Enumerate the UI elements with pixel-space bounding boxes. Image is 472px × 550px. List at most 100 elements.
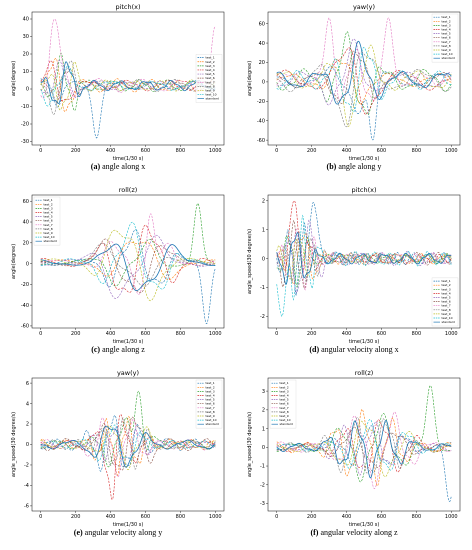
legend-label: test_4 <box>442 291 451 295</box>
subplot-caption: (e) angular velocity along y <box>0 528 236 537</box>
series-group <box>40 390 216 500</box>
y-axis-label: angle_speed(30 degree/s) <box>247 412 253 477</box>
legend-label: test_3 <box>442 287 451 291</box>
legend-label: test_7 <box>442 304 451 308</box>
y-tick-label: -40 <box>257 118 265 124</box>
series-line-test_4 <box>40 224 216 293</box>
series-line-test_7 <box>40 417 216 478</box>
series-line-test_5 <box>40 234 216 299</box>
series-line-test_5 <box>40 426 216 462</box>
legend-label: test_2 <box>442 19 451 23</box>
y-tick-label: 10 <box>23 69 29 75</box>
series-line-test_1 <box>40 414 216 472</box>
series-line-test_10 <box>40 221 216 290</box>
y-tick-label: 2 <box>26 422 29 428</box>
caption-text: angular velocity along x <box>319 345 399 354</box>
y-tick-label: 20 <box>259 60 265 66</box>
legend: test_1test_2test_3test_4test_5test_6test… <box>431 13 459 63</box>
y-tick-label: 30 <box>23 34 29 40</box>
series-line-test_5 <box>276 38 452 106</box>
x-tick-label: 400 <box>342 331 352 337</box>
legend-label: test_8 <box>442 44 451 48</box>
x-tick-label: 400 <box>342 514 352 520</box>
x-tick-label: 0 <box>39 514 42 520</box>
y-axis-label: angle_speed(30 degree/s) <box>247 229 253 294</box>
series-line-test_2 <box>40 415 216 477</box>
legend-label: test_4 <box>280 394 289 398</box>
x-tick-label: 200 <box>71 514 81 520</box>
plot-frame <box>267 194 461 329</box>
x-axis-label: time(1/30 s) <box>113 522 144 528</box>
legend-label: test_4 <box>206 68 215 72</box>
legend-label: test_10 <box>280 418 291 422</box>
legend-label: test_1 <box>206 381 215 385</box>
series-line-test_7 <box>40 213 216 295</box>
x-axis-label: time(1/30 s) <box>113 156 144 162</box>
caption-label: (d) <box>309 345 320 354</box>
series-line-test_10 <box>276 46 452 113</box>
series-line-test_1 <box>40 229 216 324</box>
x-tick-label: 0 <box>275 331 278 337</box>
series-line-standard <box>40 425 216 468</box>
x-tick-label: 0 <box>275 148 278 154</box>
legend-label: test_5 <box>442 296 451 300</box>
caption-label: (b) <box>326 162 337 171</box>
series-line-test_5 <box>276 219 452 293</box>
legend-label: test_3 <box>44 206 53 210</box>
legend-label: test_9 <box>44 231 53 235</box>
series-line-standard <box>40 61 216 104</box>
legend-label: test_10 <box>442 52 453 56</box>
series-line-test_3 <box>40 390 216 468</box>
legend-label: test_5 <box>442 32 451 36</box>
series-line-test_2 <box>40 241 216 281</box>
x-tick-label: 1000 <box>445 148 458 154</box>
series-line-test_6 <box>40 416 216 471</box>
legend-label: test_2 <box>44 202 53 206</box>
legend-label: test_5 <box>206 72 215 76</box>
y-tick-label: 40 <box>23 17 29 23</box>
chart-title: roll(z) <box>119 186 138 194</box>
subplot-caption: (a) angle along x <box>0 162 236 171</box>
legend-label: test_3 <box>442 23 451 27</box>
x-tick-label: 600 <box>377 331 387 337</box>
legend-label: test_5 <box>44 215 53 219</box>
y-tick-label: 20 <box>23 52 29 58</box>
series-line-test_10 <box>276 214 452 317</box>
legend-label: test_1 <box>442 15 451 19</box>
legend-label: test_10 <box>206 418 217 422</box>
y-tick-label: 0 <box>262 80 265 86</box>
x-tick-label: 0 <box>275 514 278 520</box>
legend-label: test_9 <box>280 414 289 418</box>
series-line-test_8 <box>40 60 216 115</box>
x-tick-label: 1000 <box>445 331 458 337</box>
chart-title: roll(z) <box>355 369 374 377</box>
chart-title: pitch(x) <box>351 186 376 194</box>
legend-label: test_9 <box>206 88 215 92</box>
series-line-test_3 <box>276 384 452 483</box>
legend-label: test_8 <box>44 227 53 231</box>
legend-label: test_5 <box>206 398 215 402</box>
y-tick-label: 2 <box>262 408 265 414</box>
series-group <box>276 200 452 317</box>
series-group <box>40 18 216 139</box>
legend-label: test_6 <box>206 76 215 80</box>
x-tick-label: 800 <box>176 148 186 154</box>
legend-label: test_2 <box>206 385 215 389</box>
y-tick-label: -2 <box>260 482 265 488</box>
y-tick-label: 0 <box>26 87 29 93</box>
chart-title: yaw(y) <box>353 3 375 11</box>
x-tick-label: 0 <box>39 148 42 154</box>
caption-text: angle along z <box>100 345 145 354</box>
plot-frame <box>267 377 461 512</box>
x-tick-label: 1000 <box>445 514 458 520</box>
legend-label: test_2 <box>206 60 215 64</box>
series-line-test_7 <box>276 411 452 490</box>
legend-label: test_6 <box>206 402 215 406</box>
legend-label: standard <box>206 97 219 101</box>
y-tick-label: -60 <box>257 138 265 144</box>
series-line-test_3 <box>40 52 216 111</box>
y-tick-label: -20 <box>21 122 29 128</box>
x-tick-label: 1000 <box>209 148 222 154</box>
series-line-standard <box>40 243 216 292</box>
series-line-test_5 <box>40 59 216 99</box>
